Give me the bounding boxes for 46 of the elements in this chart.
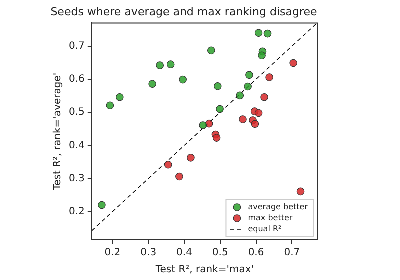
point bbox=[244, 82, 252, 91]
y-axis-title: Test R², rank='average' bbox=[52, 72, 64, 192]
point bbox=[236, 92, 244, 100]
point bbox=[106, 102, 114, 110]
point bbox=[98, 201, 106, 210]
point bbox=[214, 82, 222, 90]
point bbox=[116, 93, 124, 102]
x-tick-label: 0.5 bbox=[212, 248, 228, 259]
point bbox=[266, 74, 274, 82]
point bbox=[164, 160, 172, 169]
legend-label: average better bbox=[248, 202, 309, 212]
y-tick-label: 0.7 bbox=[68, 40, 85, 52]
point bbox=[290, 59, 298, 68]
y-tick-label: 0.3 bbox=[68, 173, 85, 184]
x-axis-title: Test R², rank='max' bbox=[154, 264, 254, 276]
point bbox=[187, 154, 195, 162]
point bbox=[239, 116, 247, 124]
y-tick-label: 0.2 bbox=[68, 206, 85, 218]
point bbox=[176, 172, 184, 181]
point bbox=[260, 93, 268, 102]
point bbox=[156, 62, 164, 70]
point bbox=[296, 188, 305, 196]
point bbox=[258, 52, 266, 60]
point bbox=[264, 30, 272, 38]
point bbox=[166, 60, 175, 68]
chart-title: Seeds where average and max ranking disagree bbox=[50, 5, 318, 18]
point bbox=[208, 46, 216, 55]
x-tick-label: 0.2 bbox=[104, 248, 121, 259]
point bbox=[212, 134, 221, 142]
x-tick-label: 0.7 bbox=[284, 248, 300, 259]
legend-label: max better bbox=[248, 214, 294, 223]
x-tick-label: 0.3 bbox=[140, 248, 157, 259]
point bbox=[216, 105, 224, 114]
point bbox=[251, 120, 260, 128]
y-tick-label: 0.5 bbox=[68, 107, 85, 118]
point bbox=[179, 76, 187, 84]
point bbox=[246, 71, 254, 80]
point bbox=[199, 122, 208, 130]
y-tick-label: 0.6 bbox=[68, 74, 85, 86]
legend-label: equal R² bbox=[248, 224, 282, 234]
x-tick-label: 0.6 bbox=[248, 248, 264, 259]
y-tick-label: 0.4 bbox=[68, 140, 85, 152]
point bbox=[254, 29, 263, 38]
x-tick-label: 0.4 bbox=[176, 248, 192, 259]
point bbox=[254, 109, 263, 118]
point bbox=[148, 80, 156, 88]
